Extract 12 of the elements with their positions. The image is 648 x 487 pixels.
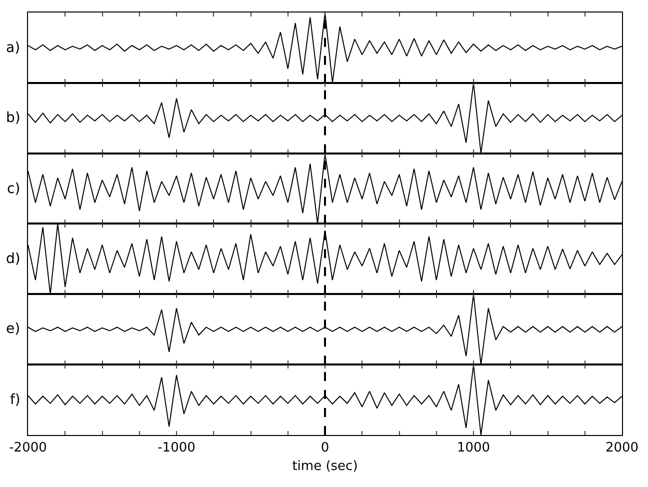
text: d) bbox=[6, 251, 20, 267]
text: a) bbox=[6, 40, 20, 56]
x-tick-label: -1000 bbox=[158, 440, 196, 456]
text: f) bbox=[10, 392, 20, 408]
x-tick-label: 2000 bbox=[605, 440, 639, 456]
x-axis-title: time (sec) bbox=[292, 459, 358, 474]
x-tick-label: 0 bbox=[320, 440, 330, 456]
text: b) bbox=[6, 110, 20, 126]
text: e) bbox=[6, 321, 20, 337]
x-tick-label: -2000 bbox=[9, 440, 47, 456]
x-tick-label: 1000 bbox=[456, 440, 490, 456]
text: c) bbox=[7, 181, 20, 197]
